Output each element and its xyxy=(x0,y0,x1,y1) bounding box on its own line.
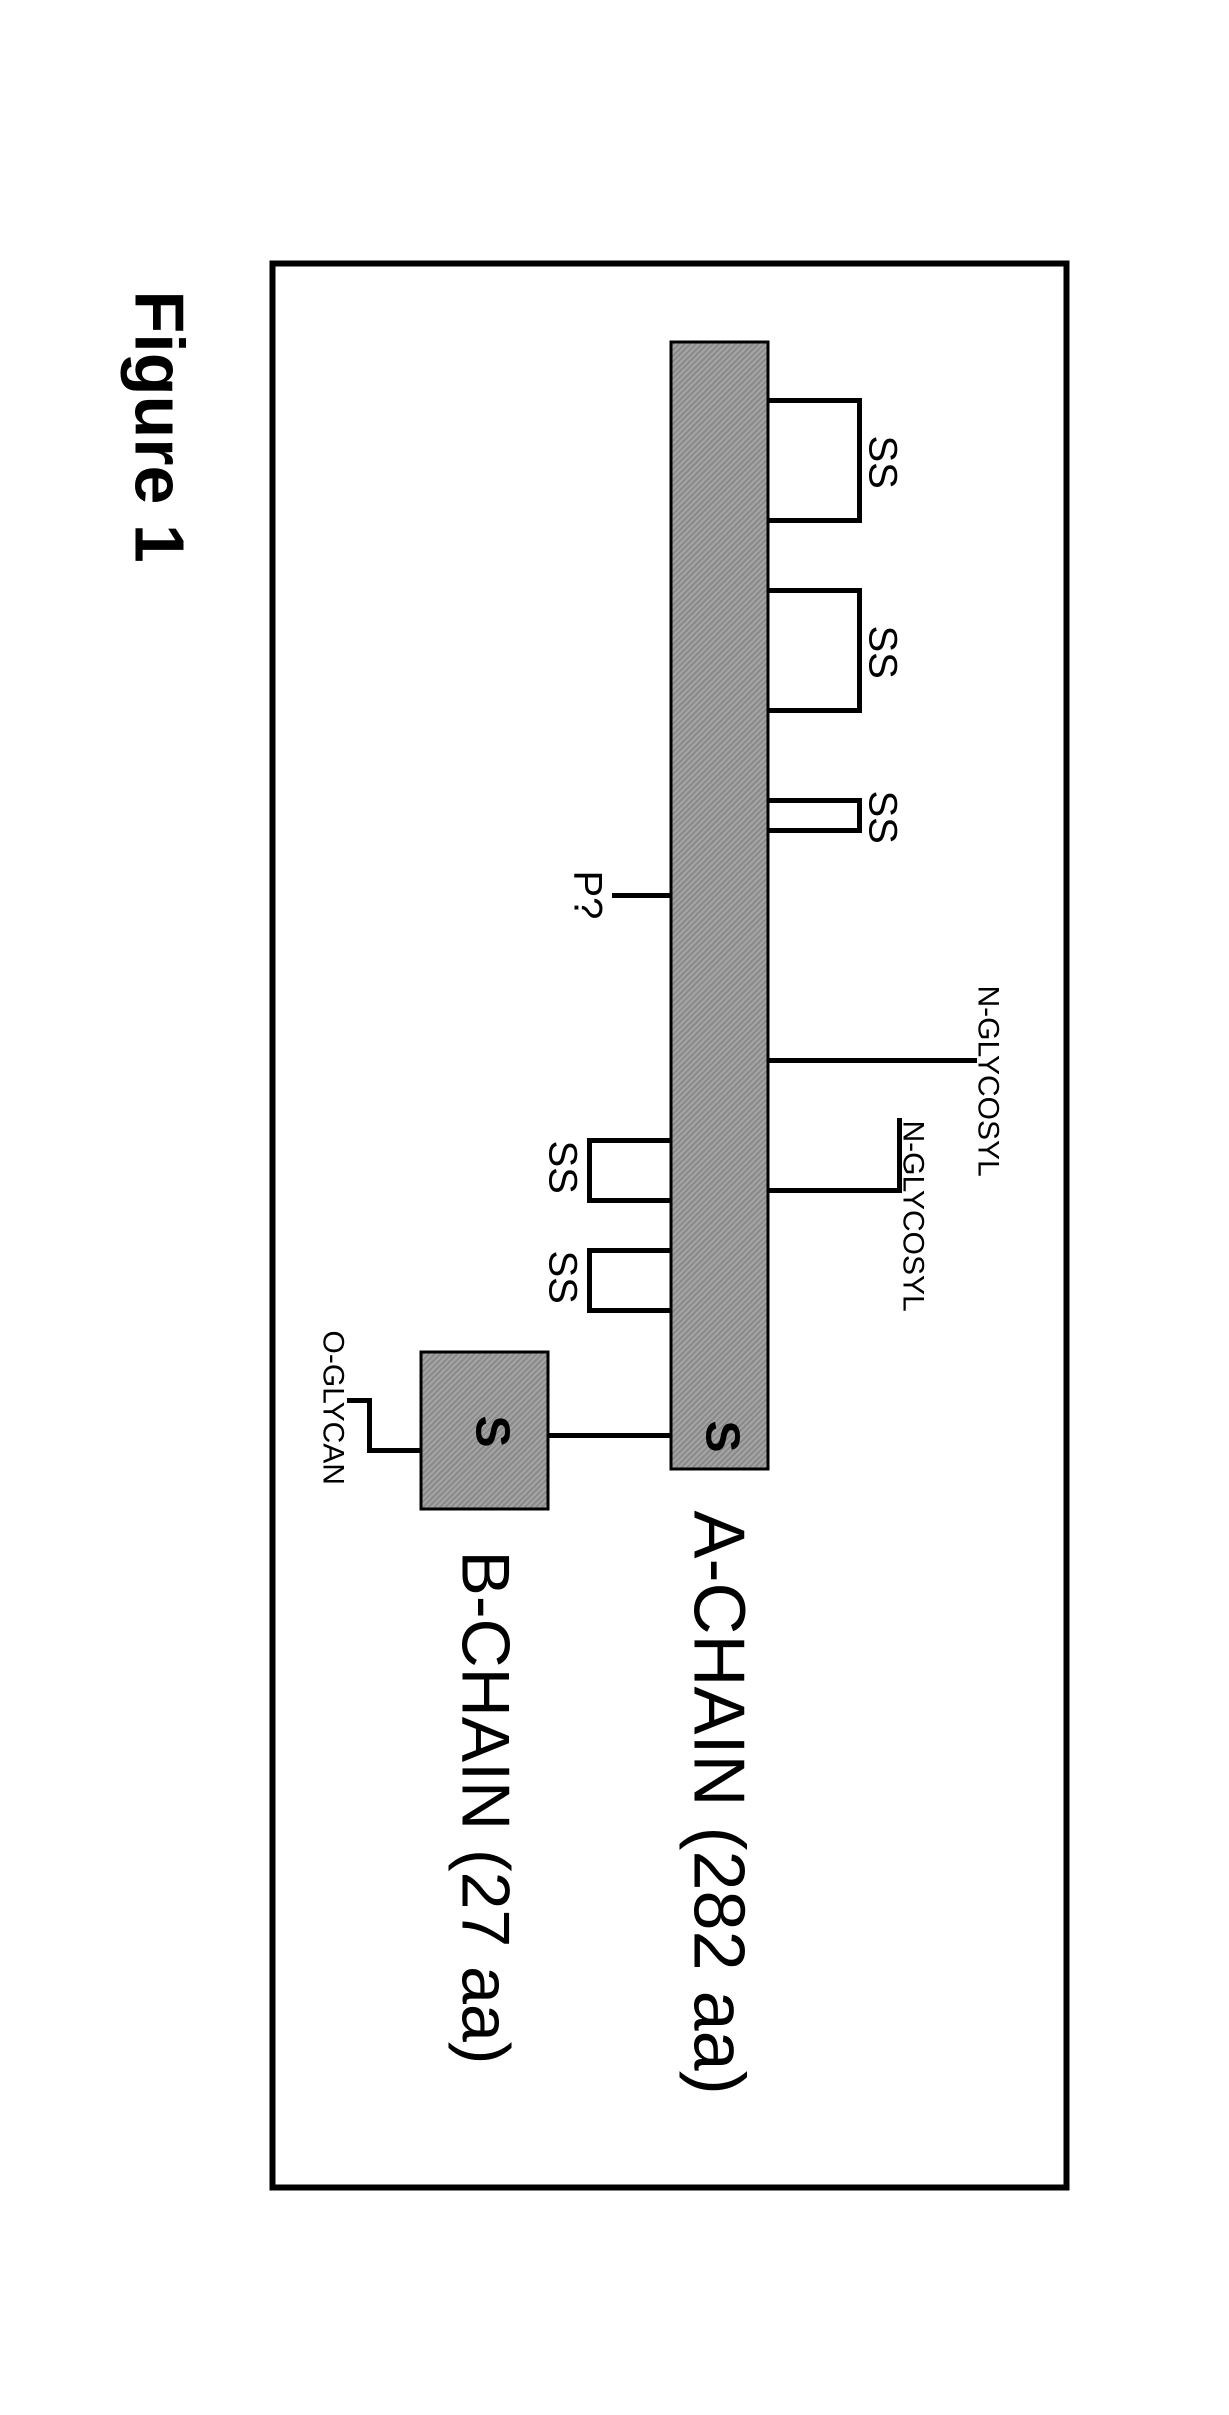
ss-top-2: SS xyxy=(859,625,904,678)
n-glycosyl-2-label: N-GLYCOSYL xyxy=(895,1120,929,1311)
p-mark-label: P? xyxy=(564,870,609,919)
rotated-stage: Figure 1 S A-CHAIN (282 aa) S B-CHAIN (2… xyxy=(0,0,1229,2415)
ss-top-3: SS xyxy=(859,790,904,843)
n-glycosyl-1-label: N-GLYCOSYL xyxy=(970,985,1004,1176)
o-glycan-label: O-GLYCAN xyxy=(315,1330,349,1484)
figure-caption: Figure 1 xyxy=(119,290,199,562)
b-chain-label: B-CHAIN (27 aa) xyxy=(446,1550,524,2064)
b-chain-s-mark: S xyxy=(464,1415,519,1447)
ss-bot-2: SS xyxy=(539,1250,584,1303)
a-chain-label: A-CHAIN (282 aa) xyxy=(677,1510,759,2094)
page: Figure 1 S A-CHAIN (282 aa) S B-CHAIN (2… xyxy=(0,0,1229,2415)
ss-top-1: SS xyxy=(859,435,904,488)
a-chain-s-mark: S xyxy=(694,1420,749,1452)
ss-bot-1: SS xyxy=(539,1140,584,1193)
a-chain-bar xyxy=(669,340,769,1470)
